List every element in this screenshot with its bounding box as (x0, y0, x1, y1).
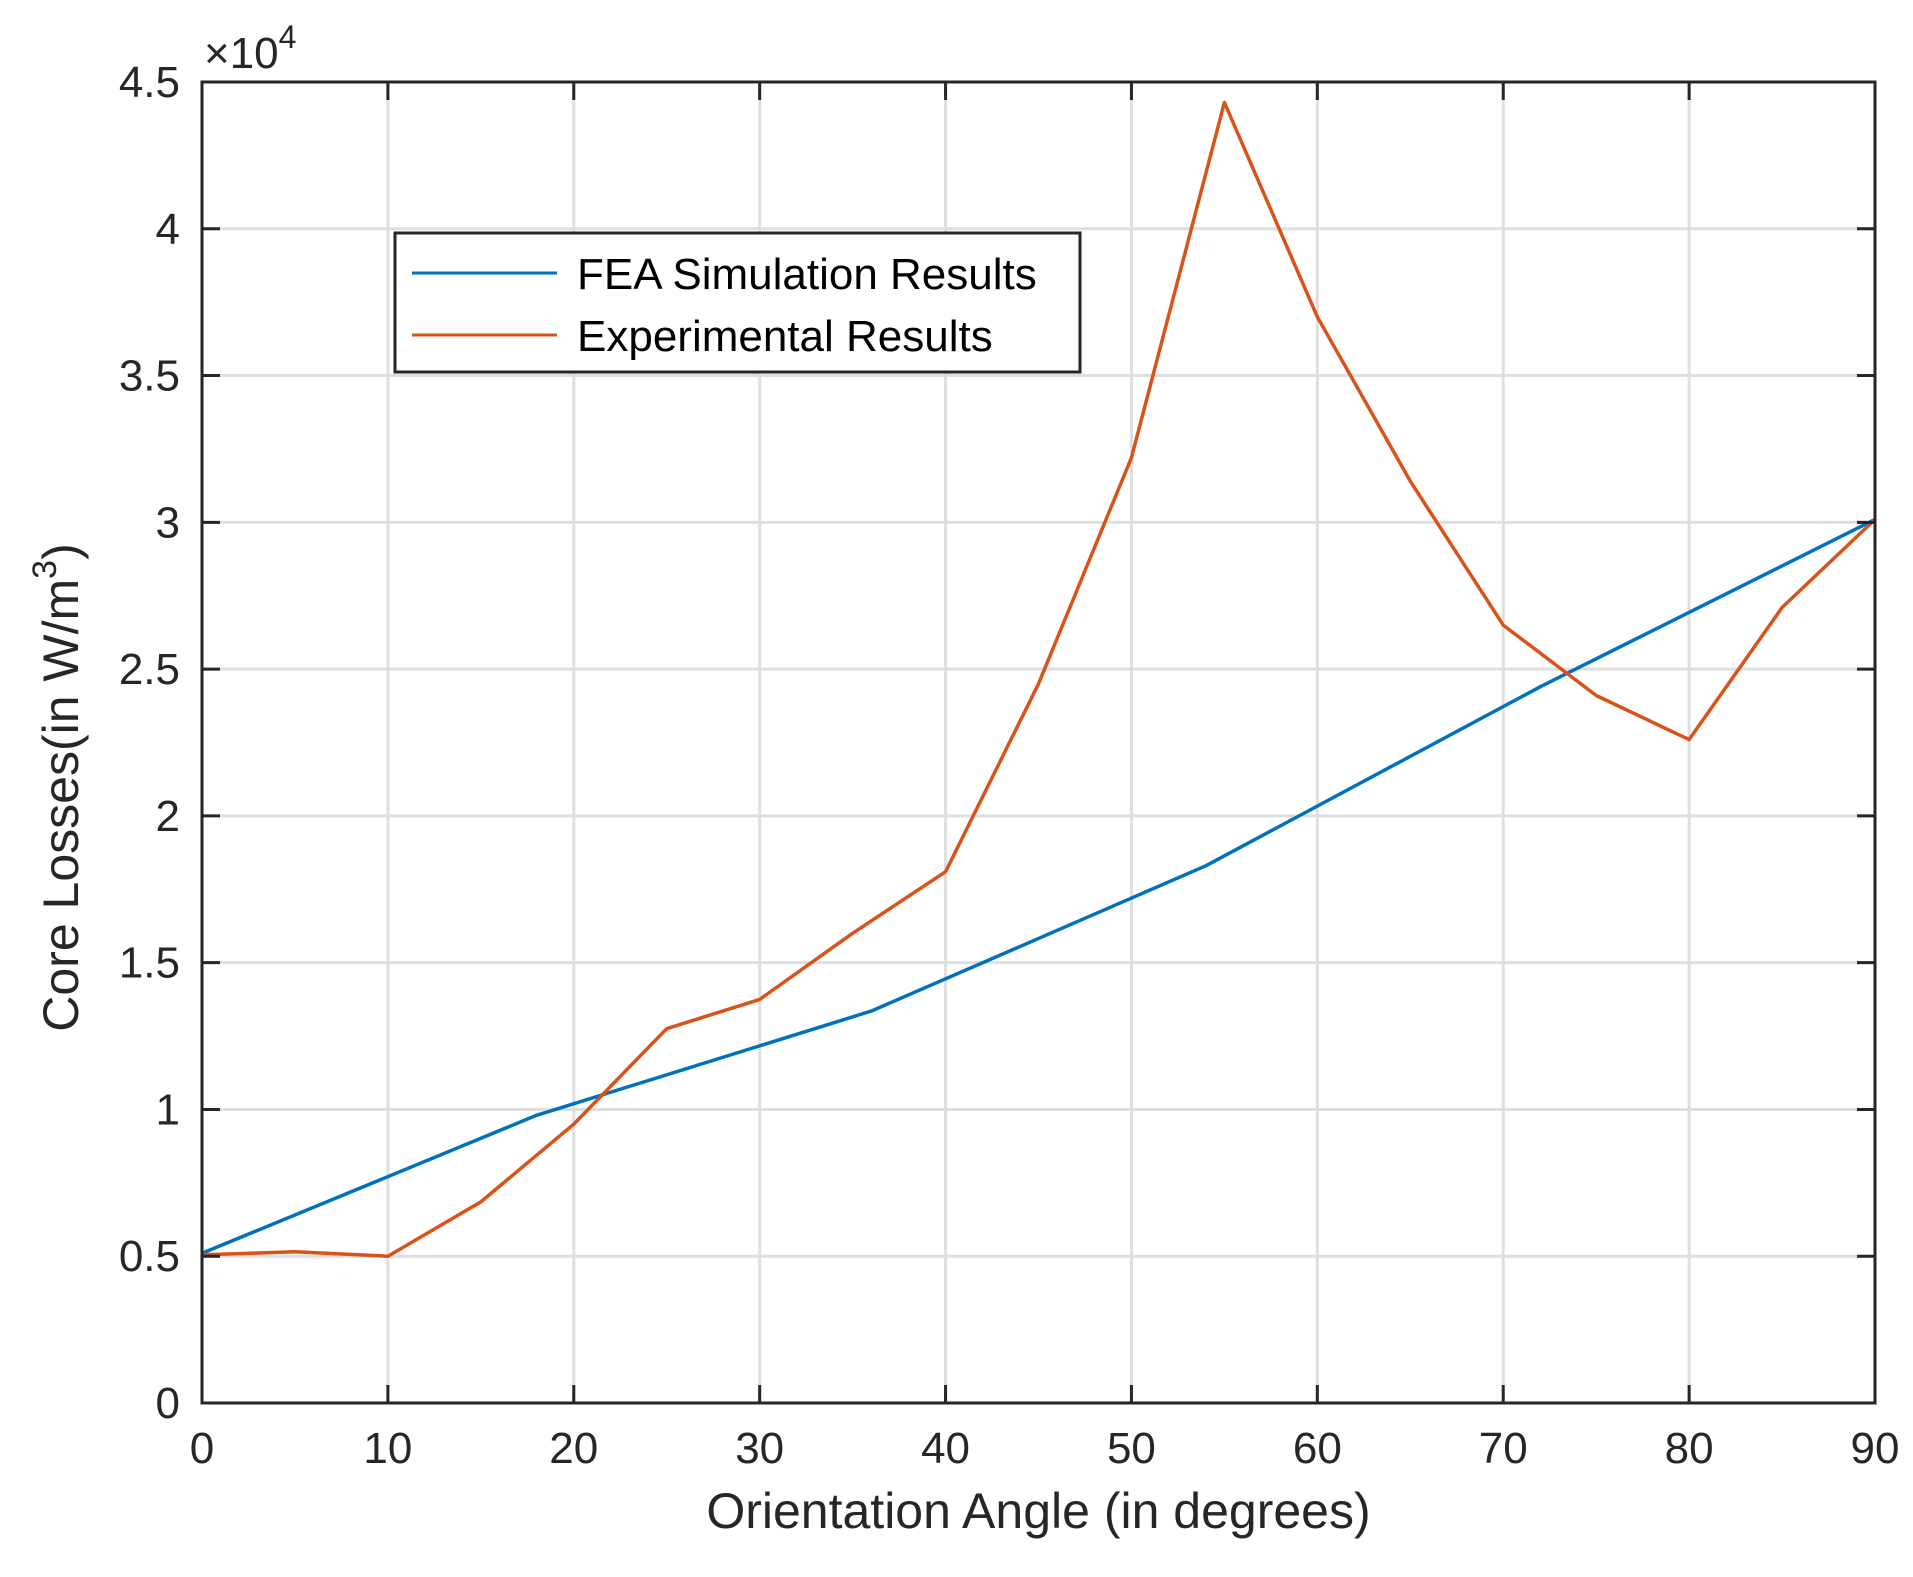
tick-marks (200, 80, 1877, 1405)
y-axis-title-superscript: 3 (26, 560, 64, 579)
y-axis-title-close: ) (33, 543, 89, 560)
y-tick-label: 2 (156, 792, 180, 841)
y-tick-label: 1.5 (119, 939, 180, 988)
x-tick-label: 0 (190, 1424, 214, 1473)
x-tick-label: 90 (1851, 1424, 1900, 1473)
x-tick-label: 30 (735, 1424, 784, 1473)
series-layer (201, 100, 1877, 1258)
y-tick-label: 3 (156, 498, 180, 547)
y-axis-title: Core Losses(in W/m3) (26, 543, 89, 1031)
x-tick-label: 50 (1107, 1424, 1156, 1473)
y-axis-title-main: Core Losses(in W/m (33, 579, 89, 1032)
y-tick-label: 4 (156, 205, 180, 254)
y-tick-label: 0 (156, 1379, 180, 1428)
exponent-prefix: ×10 (204, 29, 279, 78)
x-tick-label: 10 (363, 1424, 412, 1473)
x-tick-label: 70 (1479, 1424, 1528, 1473)
y-tick-label: 4.5 (119, 58, 180, 107)
x-tick-label: 60 (1293, 1424, 1342, 1473)
y-tick-label: 0.5 (119, 1232, 180, 1281)
y-tick-labels: 0 0.5 1 1.5 2 2.5 3 3.5 4 4.5 (119, 58, 180, 1428)
x-tick-label: 40 (921, 1424, 970, 1473)
series-line-1 (201, 100, 1877, 1258)
grid-lines (202, 82, 1875, 1403)
legend-box (393, 231, 1082, 374)
y-tick-label: 2.5 (119, 645, 180, 694)
x-tick-labels: 0 10 20 30 40 50 60 70 80 90 (190, 1424, 1900, 1473)
axes-frame (200, 80, 1877, 1405)
exponent-power: 4 (279, 19, 297, 55)
x-tick-label: 80 (1665, 1424, 1714, 1473)
series-line-0 (201, 517, 1876, 1255)
x-axis-title: Orientation Angle (in degrees) (706, 1483, 1370, 1539)
y-tick-label: 1 (156, 1085, 180, 1134)
legend-label-fea: FEA Simulation Results (577, 250, 1037, 299)
y-axis-exponent: ×104 (204, 19, 296, 78)
y-tick-label: 3.5 (119, 352, 180, 401)
x-tick-label: 20 (549, 1424, 598, 1473)
legend: FEA Simulation Results Experimental Resu… (393, 231, 1082, 374)
legend-label-experimental: Experimental Results (577, 312, 993, 361)
axes-box (200, 80, 1877, 1405)
